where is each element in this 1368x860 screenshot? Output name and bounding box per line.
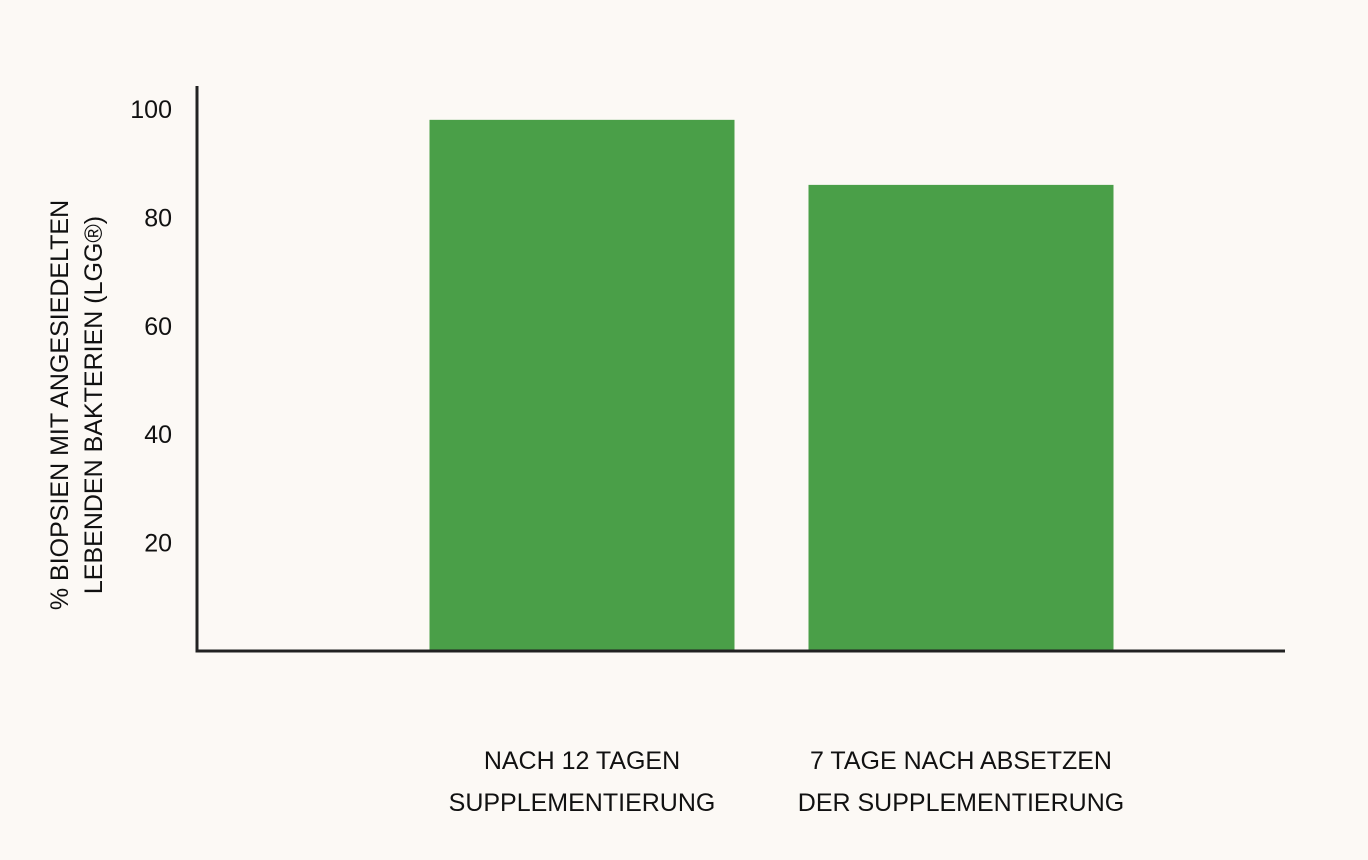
y-axis-title: % BIOPSIEN MIT ANGESIEDELTEN LEBENDEN BAK… — [46, 200, 108, 610]
y-tick-label: 20 — [144, 530, 172, 558]
y-tick-label: 100 — [130, 96, 172, 124]
x-category-label: 7 TAGE NACH ABSETZEN DER SUPPLEMENTIERUNG — [798, 747, 1124, 817]
x-category-label: NACH 12 TAGEN SUPPLEMENTIERUNG — [449, 747, 716, 817]
bar — [808, 184, 1114, 650]
y-tick-label: 80 — [144, 204, 172, 232]
y-tick-labels: 20 40 60 80 100 — [130, 96, 172, 558]
y-tick-label: 60 — [144, 313, 172, 341]
y-tick-label: 40 — [144, 421, 172, 449]
bars — [429, 119, 1114, 650]
bar — [429, 119, 735, 650]
x-category-labels: NACH 12 TAGEN SUPPLEMENTIERUNG 7 TAGE NACH… — [449, 747, 1125, 817]
y-axis-title-text: % BIOPSIEN MIT ANGESIEDELTEN LEBENDEN BAK… — [46, 200, 108, 610]
